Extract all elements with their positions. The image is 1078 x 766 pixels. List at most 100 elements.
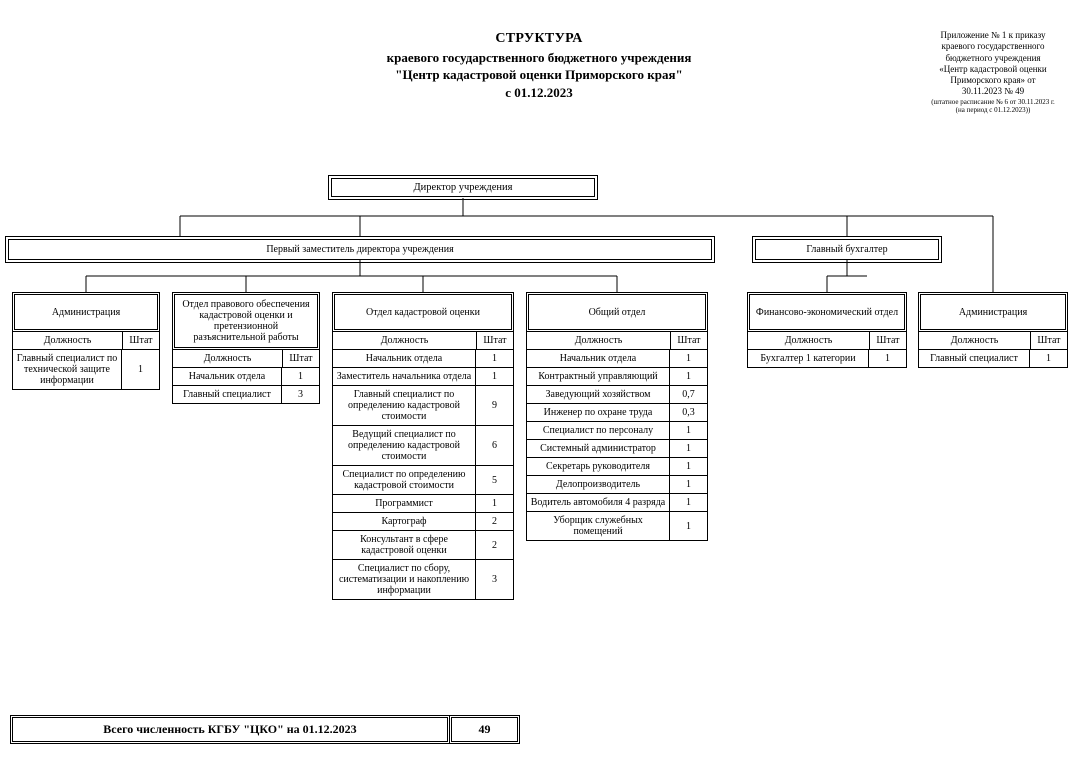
col-position-header: Должность [918,332,1030,350]
staff-row: Специалист по персоналу1 [527,422,708,440]
staff-position: Заведующий хозяйством [527,386,670,404]
staff-table: Бухгалтер 1 категории1 [747,350,907,368]
staff-count: 1 [476,350,514,368]
staff-row: Секретарь руководителя1 [527,458,708,476]
dept-title: Финансово-экономический отдел [747,292,907,332]
staff-count: 9 [476,386,514,426]
director-node: Директор учреждения [328,175,598,200]
title-line1: СТРУКТУРА [387,30,692,49]
staff-row: Главный специалист по определению кадаст… [333,386,514,426]
dept-title: Общий отдел [526,292,708,332]
director-label: Директор учреждения [331,178,595,197]
col-position-header: Должность [332,332,476,350]
dept-title-text: Общий отдел [528,294,706,330]
appendix-line4: «Центр кадастровой оценки [928,64,1058,75]
staff-count: 1 [670,368,708,386]
col-count-header: Штат [1030,332,1068,350]
staff-count: 2 [476,513,514,531]
staff-count: 1 [869,350,907,368]
staff-row: Главный специалист3 [173,386,320,404]
staff-position: Главный специалист [173,386,282,404]
dept-title: Отдел кадастровой оценки [332,292,514,332]
staff-count: 1 [670,512,708,541]
staff-row: Главный специалист по технической защите… [13,350,160,390]
col-position-header: Должность [526,332,670,350]
staff-row: Специалист по определению кадастровой ст… [333,466,514,495]
staff-count: 1 [670,494,708,512]
staff-position: Ведущий специалист по определению кадаст… [333,426,476,466]
staff-position: Начальник отдела [527,350,670,368]
page: СТРУКТУРА краевого государственного бюдж… [0,0,1078,766]
staff-position: Главный специалист по технической защите… [13,350,122,390]
staff-count: 3 [476,560,514,600]
appendix-line3: бюджетного учреждения [928,53,1058,64]
staff-row: Начальник отдела1 [527,350,708,368]
title-line3: "Центр кадастровой оценки Приморского кр… [387,66,692,84]
staff-count: 1 [476,495,514,513]
title-line2: краевого государственного бюджетного учр… [387,49,692,67]
title-block: СТРУКТУРА краевого государственного бюдж… [387,30,692,102]
staff-row: Водитель автомобиля 4 разряда1 [527,494,708,512]
staff-position: Бухгалтер 1 категории [748,350,869,368]
staff-row: Бухгалтер 1 категории1 [748,350,907,368]
staff-row: Начальник отдела1 [333,350,514,368]
staff-count: 1 [122,350,160,390]
col-position-header: Должность [747,332,869,350]
staff-count: 6 [476,426,514,466]
staff-row: Системный администратор1 [527,440,708,458]
dept-cadastre: Отдел кадастровой оценкиДолжностьШтатНач… [332,292,514,600]
dept-general: Общий отдел ДолжностьШтатНачальник отдела… [526,292,708,541]
staff-count: 1 [1030,350,1068,368]
title-line4: с 01.12.2023 [387,84,692,102]
total-value-outer: 49 [450,715,520,744]
dept-admin2: АдминистрацияДолжностьШтатГлавный специа… [918,292,1068,368]
staff-count: 1 [282,368,320,386]
staff-position: Секретарь руководителя [527,458,670,476]
staff-position: Делопроизводитель [527,476,670,494]
staff-count: 1 [670,350,708,368]
staff-count: 1 [670,458,708,476]
total-label-outer: Всего численность КГБУ "ЦКО" на 01.12.20… [10,715,450,744]
dept-header-row: ДолжностьШтат [918,332,1068,350]
staff-position: Специалист по персоналу [527,422,670,440]
staff-position: Главный специалист [919,350,1030,368]
dept-admin1: АдминистрацияДолжностьШтатГлавный специа… [12,292,160,390]
staff-row: Консультант в сфере кадастровой оценки2 [333,531,514,560]
staff-row: Начальник отдела1 [173,368,320,386]
col-count-header: Штат [476,332,514,350]
appendix-line5: Приморского края» от [928,75,1058,86]
staff-table: Главный специалист по технической защите… [12,350,160,390]
appendix-small: (штатное расписание № 6 от 30.11.2023 г.… [928,98,1058,116]
col-count-header: Штат [670,332,708,350]
staff-position: Специалист по определению кадастровой ст… [333,466,476,495]
dept-title: Администрация [918,292,1068,332]
staff-row: Ведущий специалист по определению кадаст… [333,426,514,466]
staff-count: 1 [670,440,708,458]
dept-title-text: Отдел правового обеспечения кадастровой … [174,294,318,348]
dept-header-row: ДолжностьШтат [172,350,320,368]
first-deputy-label: Первый заместитель директора учреждения [8,239,712,260]
staff-position: Специалист по сбору, систематизации и на… [333,560,476,600]
appendix-line2: краевого государственного [928,41,1058,52]
staff-row: Главный специалист1 [919,350,1068,368]
appendix-block: Приложение № 1 к приказу краевого госуда… [928,30,1058,115]
staff-position: Контрактный управляющий [527,368,670,386]
chief-accountant-label: Главный бухгалтер [755,239,939,260]
staff-table: Начальник отдела1Главный специалист3 [172,368,320,404]
total-label: Всего численность КГБУ "ЦКО" на 01.12.20… [12,717,448,742]
staff-position: Картограф [333,513,476,531]
staff-table: Начальник отдела1Заместитель начальника … [332,350,514,600]
col-count-header: Штат [282,350,320,368]
staff-position: Системный администратор [527,440,670,458]
total-value: 49 [451,717,518,742]
staff-position: Инженер по охране труда [527,404,670,422]
dept-title-text: Финансово-экономический отдел [749,294,905,330]
staff-count: 1 [476,368,514,386]
dept-legal: Отдел правового обеспечения кадастровой … [172,292,320,404]
staff-count: 5 [476,466,514,495]
staff-row: Программист1 [333,495,514,513]
dept-title: Отдел правового обеспечения кадастровой … [172,292,320,350]
dept-finance: Финансово-экономический отдел ДолжностьШт… [747,292,907,368]
total-box: Всего численность КГБУ "ЦКО" на 01.12.20… [10,715,520,744]
dept-header-row: ДолжностьШтат [747,332,907,350]
